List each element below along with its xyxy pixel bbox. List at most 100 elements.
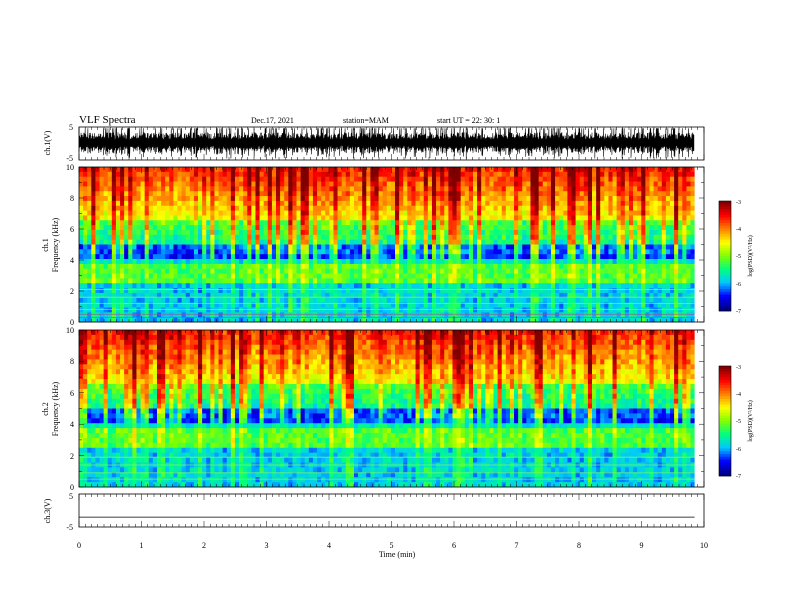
spectrogram-cell — [120, 234, 125, 241]
spectrogram-cell — [148, 167, 154, 173]
spectrogram-cell — [633, 225, 638, 231]
spectrogram-cell — [341, 225, 347, 231]
spectrogram-cell — [550, 171, 556, 178]
spectrogram-cell — [518, 273, 523, 279]
spectrogram-cell — [522, 210, 527, 216]
spectrogram-cell — [255, 297, 260, 304]
spectrogram-cell — [173, 176, 178, 182]
spectrogram-cell — [349, 229, 355, 236]
spectrogram-cell — [234, 205, 240, 211]
spectrogram-cell — [473, 259, 478, 265]
spectrogram-cell — [620, 263, 626, 270]
spectrogram-cell — [198, 292, 203, 299]
spectrogram-cell — [641, 249, 646, 255]
spectrogram-cell — [452, 307, 457, 313]
spectrogram-cell — [382, 302, 388, 308]
spectrogram-cell — [456, 220, 462, 226]
spectrogram-cell — [682, 220, 687, 226]
spectrogram-cell — [107, 288, 113, 294]
spectrogram-cell — [600, 167, 605, 173]
spectrogram-cell — [218, 254, 224, 260]
spectrogram-cell — [218, 205, 224, 211]
spectrogram-cell — [403, 234, 408, 241]
spectrogram-cell — [370, 283, 375, 289]
spectrogram-cell — [230, 171, 236, 178]
spectrogram-cell — [304, 220, 310, 226]
spectrogram-cell — [489, 220, 494, 226]
spectrogram-cell — [579, 215, 585, 221]
spectrogram-cell — [559, 278, 564, 284]
spectrogram-cell — [202, 200, 207, 207]
spectrogram-cell — [169, 215, 174, 221]
spectrogram-cell — [107, 205, 113, 211]
spectrogram-cell — [345, 171, 351, 178]
spectrogram-cell — [501, 249, 507, 255]
spectrogram-cell — [329, 249, 334, 255]
spectrogram-cell — [181, 244, 187, 250]
spectrogram-cell — [222, 176, 228, 182]
spectrogram-cell — [185, 259, 191, 265]
spectrogram-cell — [571, 205, 576, 211]
spectrogram-cell — [419, 225, 425, 231]
spectrogram-cell — [185, 302, 191, 308]
spectrogram-cell — [353, 302, 359, 308]
spectrogram-cell — [641, 167, 646, 173]
spectrogram-cell — [115, 283, 121, 289]
spectrogram-cell — [91, 288, 96, 294]
spectrogram-cell — [489, 302, 494, 308]
spectrogram-cell — [333, 225, 338, 231]
spectrogram-cell — [436, 283, 441, 289]
spectrogram-cell — [493, 288, 499, 294]
spectrogram-cell — [333, 234, 338, 241]
spectrogram-cell — [587, 200, 593, 207]
spectrogram-cell — [222, 196, 228, 202]
spectrogram-cell — [267, 278, 273, 284]
spectrogram-cell — [616, 239, 622, 245]
spectrogram-cell — [284, 225, 289, 231]
spectrogram-cell — [378, 278, 384, 284]
spectrogram-cell — [325, 200, 330, 207]
spectrogram-cell — [522, 196, 527, 202]
spectrogram-cell — [362, 229, 367, 236]
spectrogram-cell — [427, 186, 433, 192]
spectrogram-cell — [395, 196, 400, 202]
spectrogram-cell — [148, 234, 154, 241]
spectrogram-cell — [497, 244, 503, 250]
spectrogram-cell — [341, 205, 347, 211]
spectrogram-cell — [218, 307, 224, 313]
spectrogram-cell — [616, 259, 622, 265]
spectrogram-cell — [440, 191, 445, 197]
spectrogram-cell — [185, 205, 191, 211]
spectrogram-cell — [579, 171, 585, 178]
spectrogram-cell — [120, 283, 125, 289]
spectrogram-cell — [214, 176, 219, 182]
spectrogram-cell — [79, 225, 84, 231]
spectrogram-cell — [300, 176, 306, 182]
spectrogram-cell — [91, 317, 96, 323]
spectrogram-cell — [624, 205, 630, 211]
spectrogram-cell — [620, 225, 626, 231]
spectrogram-cell — [686, 239, 691, 245]
spectrogram-cell — [436, 249, 441, 255]
spectrogram-cell — [596, 225, 601, 231]
spectrogram-cell — [378, 288, 384, 294]
spectrogram-cell — [378, 244, 384, 250]
spectrogram-cell — [267, 191, 273, 197]
spectrogram-cell — [403, 215, 408, 221]
spectrogram-cell — [399, 273, 404, 279]
spectrogram-cell — [329, 254, 334, 260]
spectrogram-cell — [665, 273, 671, 279]
spectrogram-cell — [579, 288, 585, 294]
spectrogram-cell — [193, 210, 199, 216]
spectrogram-cell — [485, 234, 490, 241]
spectrogram-cell — [124, 307, 129, 313]
spectrogram-cell — [349, 215, 355, 221]
spectrogram-cell — [144, 254, 150, 260]
spectrogram-cell — [403, 283, 408, 289]
spectrogram-cell — [325, 239, 330, 245]
spectrogram-cell — [218, 196, 224, 202]
spectrogram-cell — [321, 302, 326, 308]
spectrogram-cell — [620, 273, 626, 279]
spectrogram-cell — [267, 186, 273, 192]
spectrogram-cell — [288, 205, 293, 211]
